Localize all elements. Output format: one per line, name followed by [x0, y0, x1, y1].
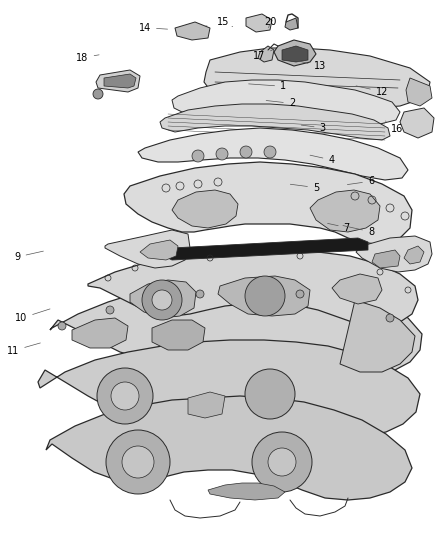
- Text: 2: 2: [265, 99, 294, 108]
- Polygon shape: [104, 74, 136, 88]
- Circle shape: [152, 290, 172, 310]
- Polygon shape: [218, 276, 309, 316]
- Circle shape: [215, 148, 227, 160]
- Circle shape: [97, 368, 153, 424]
- Circle shape: [93, 89, 103, 99]
- Polygon shape: [124, 162, 411, 244]
- Polygon shape: [172, 80, 399, 124]
- Polygon shape: [309, 190, 379, 232]
- Polygon shape: [88, 250, 417, 326]
- Polygon shape: [172, 190, 237, 228]
- Polygon shape: [208, 483, 284, 500]
- Polygon shape: [96, 70, 140, 92]
- Circle shape: [58, 322, 66, 330]
- Text: 1: 1: [248, 82, 286, 91]
- Circle shape: [106, 306, 114, 314]
- Polygon shape: [46, 396, 411, 500]
- Polygon shape: [273, 40, 315, 66]
- Polygon shape: [72, 318, 128, 348]
- Text: 5: 5: [290, 183, 318, 192]
- Circle shape: [240, 146, 251, 158]
- Circle shape: [385, 314, 393, 322]
- Circle shape: [106, 430, 170, 494]
- Polygon shape: [140, 240, 177, 260]
- Polygon shape: [245, 14, 272, 32]
- Polygon shape: [331, 274, 381, 304]
- Circle shape: [141, 280, 182, 320]
- Circle shape: [111, 382, 139, 410]
- Text: 12: 12: [355, 86, 387, 96]
- Polygon shape: [164, 238, 367, 260]
- Polygon shape: [339, 300, 414, 372]
- Polygon shape: [138, 128, 407, 180]
- Polygon shape: [403, 246, 423, 264]
- Text: 9: 9: [14, 251, 43, 262]
- Polygon shape: [152, 320, 205, 350]
- Text: 15: 15: [216, 18, 232, 27]
- Text: 11: 11: [7, 343, 40, 356]
- Polygon shape: [399, 108, 433, 138]
- Polygon shape: [50, 280, 421, 374]
- Polygon shape: [159, 104, 389, 140]
- Polygon shape: [355, 236, 431, 272]
- Text: 13: 13: [295, 60, 325, 71]
- Polygon shape: [405, 78, 431, 106]
- Polygon shape: [175, 22, 209, 40]
- Text: 10: 10: [15, 309, 50, 323]
- Text: 20: 20: [263, 18, 276, 28]
- Polygon shape: [38, 340, 419, 436]
- Circle shape: [244, 276, 284, 316]
- Polygon shape: [187, 392, 225, 418]
- Polygon shape: [258, 46, 273, 62]
- Circle shape: [191, 150, 204, 162]
- Circle shape: [195, 290, 204, 298]
- Circle shape: [263, 146, 276, 158]
- Polygon shape: [371, 250, 399, 268]
- Text: 16: 16: [385, 121, 403, 134]
- Circle shape: [295, 290, 303, 298]
- Text: 4: 4: [309, 155, 334, 165]
- Circle shape: [267, 448, 295, 476]
- Polygon shape: [281, 46, 307, 62]
- Circle shape: [251, 432, 311, 492]
- Text: 17: 17: [252, 50, 272, 61]
- Text: 6: 6: [346, 176, 373, 186]
- Text: 18: 18: [76, 53, 99, 62]
- Text: 3: 3: [300, 123, 325, 133]
- Polygon shape: [130, 280, 195, 318]
- Text: 8: 8: [342, 225, 373, 237]
- Polygon shape: [204, 48, 429, 108]
- Text: 14: 14: [138, 23, 167, 33]
- Text: 7: 7: [327, 223, 349, 232]
- Polygon shape: [284, 18, 297, 30]
- Polygon shape: [105, 230, 190, 268]
- Circle shape: [122, 446, 154, 478]
- Circle shape: [244, 369, 294, 419]
